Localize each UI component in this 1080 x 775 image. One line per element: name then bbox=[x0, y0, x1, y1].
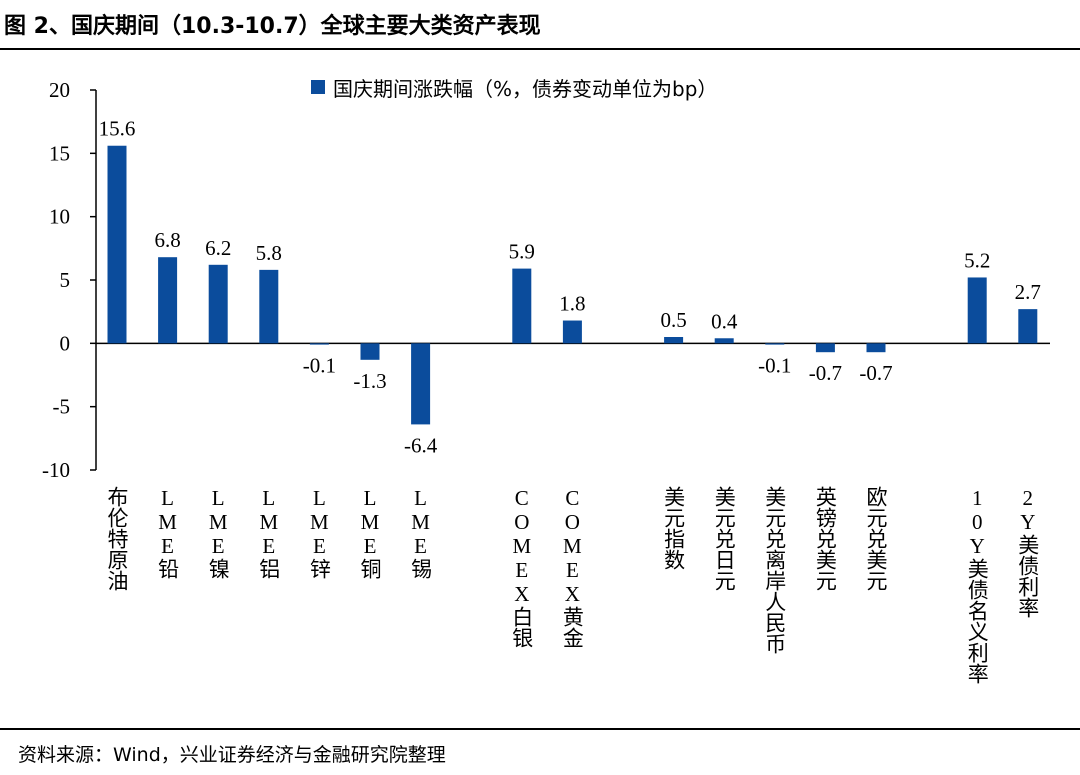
axes: -10 -5 0 5 10 15 20 bbox=[42, 78, 1050, 482]
data-label: -0.7 bbox=[859, 361, 892, 385]
bars bbox=[107, 145, 1038, 425]
y-tick-label: -10 bbox=[42, 458, 70, 482]
legend: 国庆期间涨跌幅（%，债券变动单位为bp） bbox=[311, 77, 717, 101]
source-note: 资料来源：Wind，兴业证券经济与金融研究院整理 bbox=[18, 744, 446, 766]
bar-chart: -10 -5 0 5 10 15 20 15.6 6.8 6.2 5.8 -0.1 -1.3 -6.4 5… bbox=[42, 77, 1050, 684]
bar bbox=[1018, 309, 1038, 344]
data-label: 0.5 bbox=[660, 308, 686, 332]
data-label: 6.2 bbox=[205, 236, 231, 260]
top-rule bbox=[0, 48, 1080, 50]
bar bbox=[562, 320, 582, 344]
category-label: COMEX白银 bbox=[510, 486, 534, 648]
category-label: 布伦特原油 bbox=[105, 486, 129, 591]
category-label: LME镍 bbox=[206, 486, 230, 579]
y-tick-label: 15 bbox=[49, 141, 70, 165]
y-tick-label: 10 bbox=[49, 205, 70, 229]
data-label: 1.8 bbox=[559, 292, 585, 316]
category-label: 英镑兑美元 bbox=[813, 486, 837, 591]
category-label: LME铜 bbox=[358, 486, 382, 579]
category-label: LME锌 bbox=[307, 486, 331, 579]
bar bbox=[208, 264, 228, 344]
bottom-rule bbox=[0, 728, 1080, 730]
data-label: -0.7 bbox=[809, 361, 842, 385]
category-label: COMEX黄金 bbox=[560, 486, 584, 648]
bar bbox=[309, 343, 329, 345]
data-label: 0.4 bbox=[711, 309, 738, 333]
figure-title: 图 2、国庆期间（10.3-10.7）全球主要大类资产表现 bbox=[4, 14, 541, 39]
legend-swatch bbox=[311, 80, 325, 94]
y-tick-label: -5 bbox=[53, 395, 71, 419]
data-label: 5.2 bbox=[964, 248, 990, 272]
bar bbox=[714, 338, 734, 344]
category-label: 2Y美债利率 bbox=[1016, 486, 1040, 618]
bar bbox=[512, 268, 532, 344]
y-tick-label: 0 bbox=[60, 331, 71, 355]
bar bbox=[967, 277, 987, 344]
data-labels: 15.6 6.8 6.2 5.8 -0.1 -1.3 -6.4 5.9 1.8 0.5 0.4 -0.… bbox=[99, 117, 1041, 458]
category-label: 美元兑离岸人民币 bbox=[763, 486, 787, 654]
bar bbox=[765, 343, 785, 345]
data-label: -6.4 bbox=[404, 433, 438, 457]
category-label: 10Y美债名义利率 bbox=[965, 486, 989, 684]
legend-label: 国庆期间涨跌幅（%，债券变动单位为bp） bbox=[333, 77, 717, 101]
y-tick-label: 20 bbox=[49, 78, 70, 102]
data-label: -0.1 bbox=[303, 354, 336, 378]
category-label: 美元兑日元 bbox=[712, 486, 736, 591]
data-label: -1.3 bbox=[353, 369, 386, 393]
category-label: 欧元兑美元 bbox=[864, 486, 888, 591]
data-label: 5.9 bbox=[509, 240, 535, 264]
category-label: 美元指数 bbox=[662, 486, 686, 570]
data-label: 2.7 bbox=[1015, 280, 1041, 304]
data-label: 5.8 bbox=[256, 241, 282, 265]
bar bbox=[107, 145, 127, 344]
bar bbox=[360, 343, 380, 360]
category-labels: 布伦特原油 LME铅 LME镍 LME铝 LME锌 LME铜 LME锡 COMEX白银 COME… bbox=[105, 486, 1040, 684]
bar bbox=[664, 337, 684, 344]
bar bbox=[815, 343, 835, 353]
bar bbox=[411, 343, 431, 425]
category-label: LME铅 bbox=[156, 486, 180, 579]
data-label: 15.6 bbox=[99, 117, 136, 141]
category-label: LME铝 bbox=[257, 486, 281, 579]
bar bbox=[866, 343, 886, 353]
data-label: 6.8 bbox=[154, 228, 180, 252]
y-tick-label: 5 bbox=[60, 268, 71, 292]
bar bbox=[158, 257, 178, 344]
category-label: LME锡 bbox=[409, 486, 433, 579]
data-label: -0.1 bbox=[758, 354, 791, 378]
bar bbox=[259, 269, 279, 344]
